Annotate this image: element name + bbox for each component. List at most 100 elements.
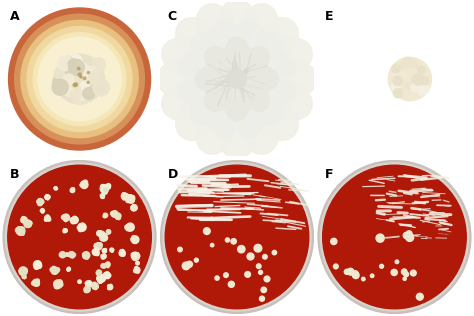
Circle shape xyxy=(28,224,31,227)
Circle shape xyxy=(109,232,110,234)
Circle shape xyxy=(419,81,427,89)
Circle shape xyxy=(97,270,100,273)
Circle shape xyxy=(100,234,108,241)
Circle shape xyxy=(63,215,66,218)
Circle shape xyxy=(136,254,140,258)
Ellipse shape xyxy=(8,165,151,309)
Circle shape xyxy=(106,190,108,192)
Circle shape xyxy=(121,250,124,253)
Circle shape xyxy=(125,194,128,198)
Circle shape xyxy=(104,265,106,268)
Circle shape xyxy=(100,232,105,238)
Circle shape xyxy=(36,262,39,264)
Circle shape xyxy=(54,187,57,190)
Circle shape xyxy=(106,262,110,267)
Circle shape xyxy=(100,232,103,234)
Circle shape xyxy=(64,74,74,84)
Ellipse shape xyxy=(161,161,313,313)
Circle shape xyxy=(27,221,32,225)
Circle shape xyxy=(121,253,125,256)
Circle shape xyxy=(259,296,264,301)
Circle shape xyxy=(106,230,111,234)
Circle shape xyxy=(20,227,25,231)
Circle shape xyxy=(106,263,108,265)
Circle shape xyxy=(55,268,60,272)
Circle shape xyxy=(21,219,24,222)
Circle shape xyxy=(101,255,103,257)
Circle shape xyxy=(418,66,425,74)
Circle shape xyxy=(77,67,80,70)
Circle shape xyxy=(104,265,106,267)
Circle shape xyxy=(136,262,137,263)
Circle shape xyxy=(55,54,104,104)
Circle shape xyxy=(51,267,58,274)
Circle shape xyxy=(334,264,338,269)
Circle shape xyxy=(21,20,138,138)
Circle shape xyxy=(410,60,418,68)
Circle shape xyxy=(19,267,27,275)
Circle shape xyxy=(70,252,72,254)
Circle shape xyxy=(107,184,109,186)
Circle shape xyxy=(66,253,68,254)
Circle shape xyxy=(79,282,80,283)
Circle shape xyxy=(97,231,102,236)
Circle shape xyxy=(72,217,74,221)
Circle shape xyxy=(116,214,118,216)
Circle shape xyxy=(17,227,21,232)
Circle shape xyxy=(126,198,130,203)
Circle shape xyxy=(68,270,69,271)
Circle shape xyxy=(72,188,73,191)
Ellipse shape xyxy=(178,74,218,105)
Circle shape xyxy=(83,252,86,255)
Circle shape xyxy=(105,188,107,190)
Circle shape xyxy=(85,282,88,284)
Ellipse shape xyxy=(256,99,298,140)
Circle shape xyxy=(101,231,104,234)
Circle shape xyxy=(107,262,109,265)
Circle shape xyxy=(122,193,126,196)
Circle shape xyxy=(100,236,104,240)
Circle shape xyxy=(127,195,135,203)
Circle shape xyxy=(132,208,135,211)
Ellipse shape xyxy=(205,82,234,111)
Circle shape xyxy=(84,286,90,293)
Circle shape xyxy=(178,247,182,252)
Circle shape xyxy=(399,62,406,69)
Circle shape xyxy=(80,281,81,283)
Ellipse shape xyxy=(239,109,278,154)
Circle shape xyxy=(100,232,103,234)
Circle shape xyxy=(69,59,84,75)
Circle shape xyxy=(74,85,89,100)
Circle shape xyxy=(78,228,82,232)
Circle shape xyxy=(86,284,90,288)
Circle shape xyxy=(110,212,114,215)
Text: C: C xyxy=(167,9,177,22)
Circle shape xyxy=(64,229,66,231)
Circle shape xyxy=(100,185,109,193)
Circle shape xyxy=(101,277,105,280)
Ellipse shape xyxy=(247,89,283,125)
Circle shape xyxy=(79,280,80,282)
Circle shape xyxy=(254,244,262,252)
Ellipse shape xyxy=(178,53,218,84)
Circle shape xyxy=(261,287,266,293)
Circle shape xyxy=(47,196,50,198)
Circle shape xyxy=(108,285,110,287)
Circle shape xyxy=(92,249,99,255)
Circle shape xyxy=(418,88,425,95)
Circle shape xyxy=(100,234,102,236)
Circle shape xyxy=(264,276,270,282)
Circle shape xyxy=(60,56,73,69)
Ellipse shape xyxy=(162,38,207,76)
Circle shape xyxy=(83,180,88,185)
Circle shape xyxy=(402,57,412,68)
Circle shape xyxy=(93,282,96,286)
Circle shape xyxy=(45,215,50,221)
Circle shape xyxy=(79,281,81,283)
Circle shape xyxy=(81,226,82,228)
Circle shape xyxy=(42,211,44,213)
Circle shape xyxy=(21,217,27,223)
Circle shape xyxy=(82,253,86,256)
Circle shape xyxy=(86,283,89,286)
Circle shape xyxy=(109,285,110,287)
